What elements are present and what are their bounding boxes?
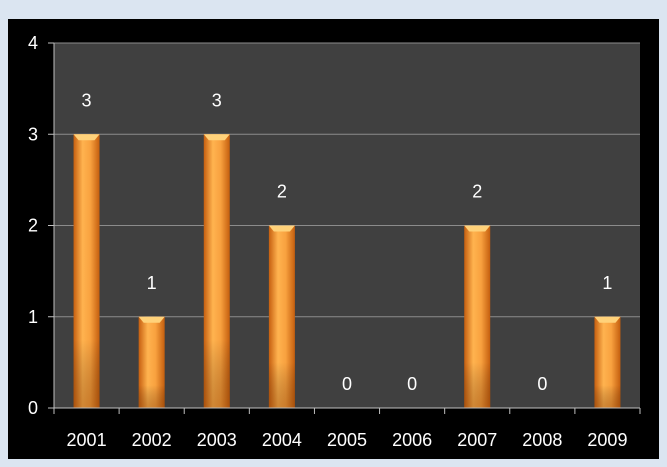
data-label: 3 — [212, 90, 222, 110]
x-tick-label: 2007 — [457, 430, 497, 450]
data-label: 1 — [602, 273, 612, 293]
bar — [203, 134, 230, 408]
bar — [594, 316, 621, 408]
bar — [73, 134, 100, 408]
x-tick-label: 2003 — [197, 430, 237, 450]
y-tick-label: 0 — [28, 398, 38, 418]
bar — [138, 316, 165, 408]
y-tick-label: 1 — [28, 307, 38, 327]
data-label: 0 — [537, 374, 547, 394]
data-label: 0 — [407, 374, 417, 394]
x-tick-label: 2002 — [132, 430, 172, 450]
x-tick-labels: 2001 2002 2003 2004 2005 2006 2007 2008 2009 — [67, 430, 628, 450]
data-label: 1 — [147, 273, 157, 293]
bars — [73, 134, 621, 408]
data-label: 3 — [82, 90, 92, 110]
x-tick-label: 2006 — [392, 430, 432, 450]
data-label: 0 — [342, 374, 352, 394]
x-tick-label: 2008 — [522, 430, 562, 450]
y-tick-label: 2 — [28, 216, 38, 236]
bar — [464, 225, 491, 408]
x-tick-label: 2001 — [67, 430, 107, 450]
y-tick-label: 4 — [28, 33, 38, 53]
y-tick-label: 3 — [28, 124, 38, 144]
y-tick-labels: 0 1 2 3 4 — [28, 33, 38, 418]
x-tick-label: 2009 — [587, 430, 627, 450]
data-label: 2 — [277, 182, 287, 202]
data-label: 2 — [472, 182, 482, 202]
bar — [268, 225, 295, 408]
data-labels: 3 1 3 2 0 0 2 0 1 — [82, 90, 613, 394]
x-tick-label: 2005 — [327, 430, 367, 450]
x-tick-label: 2004 — [262, 430, 302, 450]
axes — [48, 42, 641, 414]
